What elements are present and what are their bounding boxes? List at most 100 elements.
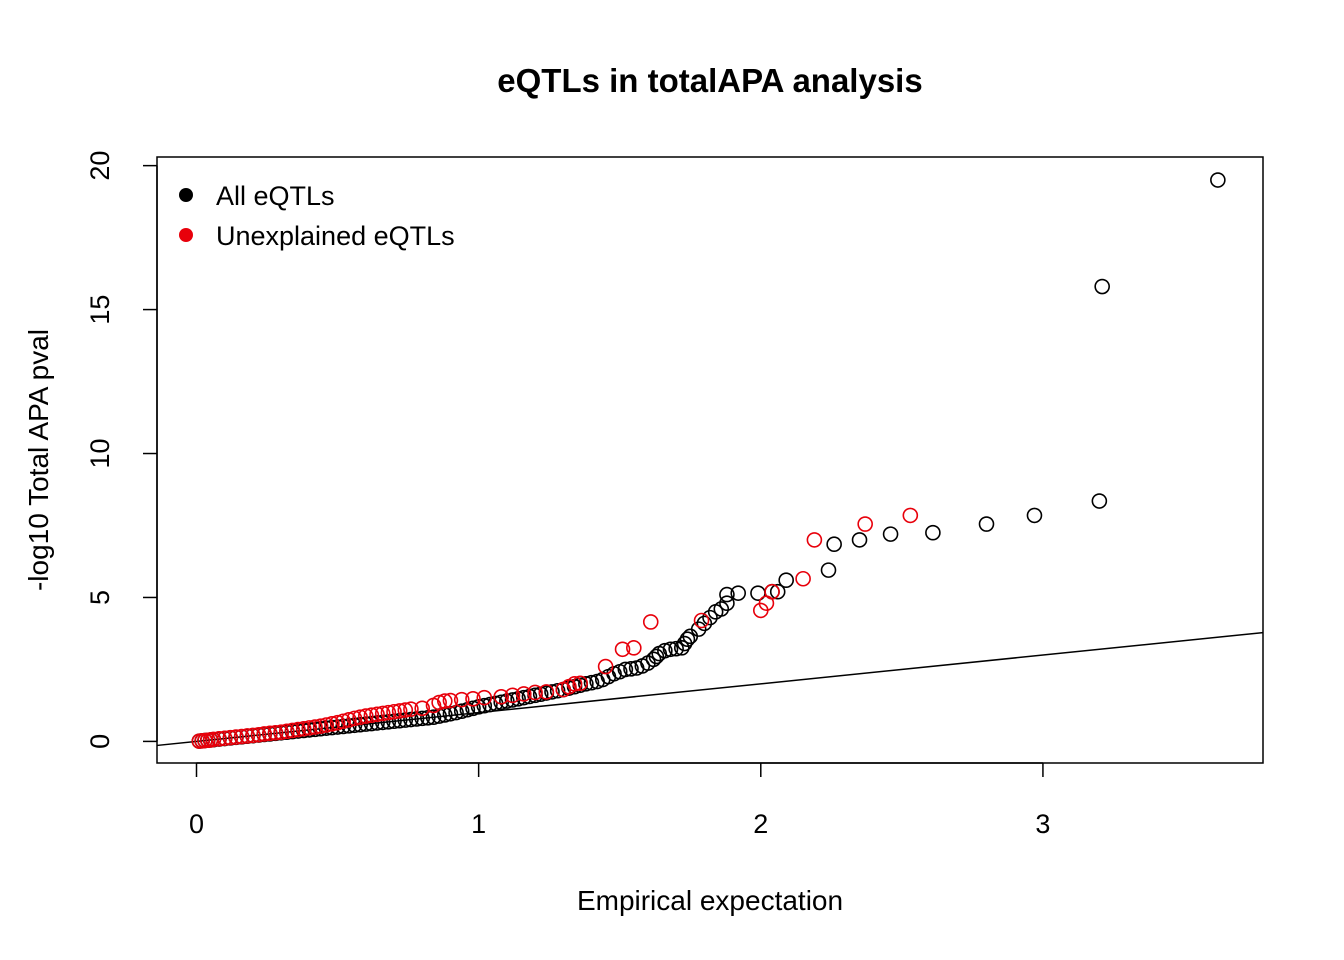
point-unexplained-eqtls xyxy=(380,704,397,721)
point-unexplained-eqtls xyxy=(273,724,289,740)
point-unexplained-eqtls xyxy=(301,720,318,736)
point-all-eqtls xyxy=(648,648,665,665)
point-all-eqtls xyxy=(673,640,690,656)
point-all-eqtls xyxy=(346,717,363,734)
point-all-eqtls xyxy=(702,609,718,626)
x-axis-label: Empirical expectation xyxy=(577,885,843,916)
point-all-eqtls xyxy=(1210,172,1226,188)
point-unexplained-eqtls xyxy=(442,692,459,709)
point-unexplained-eqtls xyxy=(764,583,780,600)
point-unexplained-eqtls xyxy=(324,716,340,732)
series-unexplained-eqtls xyxy=(191,507,919,749)
point-all-eqtls xyxy=(645,651,662,668)
point-all-eqtls xyxy=(623,661,639,677)
point-all-eqtls xyxy=(544,684,560,700)
point-unexplained-eqtls xyxy=(284,722,301,739)
point-all-eqtls xyxy=(657,642,673,659)
point-all-eqtls xyxy=(583,674,600,691)
point-unexplained-eqtls xyxy=(431,694,447,711)
legend-marker-all-eqtls xyxy=(179,188,193,202)
point-all-eqtls xyxy=(369,715,385,731)
y-tick-label: 0 xyxy=(85,734,115,749)
point-unexplained-eqtls xyxy=(239,728,256,744)
point-unexplained-eqtls xyxy=(250,726,267,743)
point-unexplained-eqtls xyxy=(369,706,385,723)
point-all-eqtls xyxy=(719,586,735,603)
y-tick-label: 10 xyxy=(85,438,115,468)
x-tick-label: 3 xyxy=(1035,809,1050,839)
point-all-eqtls xyxy=(925,524,941,541)
y-tick-label: 5 xyxy=(85,590,115,605)
point-unexplained-eqtls xyxy=(391,703,408,719)
point-unexplained-eqtls xyxy=(572,675,589,692)
point-unexplained-eqtls xyxy=(205,731,222,748)
point-unexplained-eqtls xyxy=(295,720,312,737)
point-unexplained-eqtls xyxy=(614,641,631,658)
point-unexplained-eqtls xyxy=(857,516,873,532)
point-all-eqtls xyxy=(826,536,842,553)
x-tick-label: 2 xyxy=(753,809,768,839)
point-all-eqtls xyxy=(549,682,566,699)
y-axis: 0 5 10 15 20 xyxy=(85,151,158,749)
point-unexplained-eqtls xyxy=(436,693,453,709)
point-unexplained-eqtls xyxy=(902,507,919,524)
point-unexplained-eqtls xyxy=(222,729,239,746)
point-all-eqtls xyxy=(730,585,747,601)
point-all-eqtls xyxy=(403,711,419,728)
point-all-eqtls xyxy=(778,572,794,588)
point-unexplained-eqtls xyxy=(538,684,555,700)
point-all-eqtls xyxy=(1094,278,1110,295)
point-unexplained-eqtls xyxy=(256,726,273,742)
x-axis: 0 1 2 3 xyxy=(189,762,1050,839)
point-unexplained-eqtls xyxy=(290,721,306,738)
chart-title: eQTLs in totalAPA analysis xyxy=(497,62,922,99)
point-unexplained-eqtls xyxy=(278,723,295,740)
point-all-eqtls xyxy=(978,516,995,532)
point-unexplained-eqtls xyxy=(806,532,823,548)
point-unexplained-eqtls xyxy=(566,676,583,692)
point-unexplained-eqtls xyxy=(341,712,357,728)
point-unexplained-eqtls xyxy=(626,640,642,656)
y-tick-label: 20 xyxy=(85,151,115,181)
point-unexplained-eqtls xyxy=(318,717,335,733)
point-unexplained-eqtls xyxy=(262,725,278,742)
point-unexplained-eqtls xyxy=(386,703,402,720)
x-tick-label: 0 xyxy=(189,809,204,839)
point-unexplained-eqtls xyxy=(357,708,374,724)
point-unexplained-eqtls xyxy=(453,691,470,708)
point-all-eqtls xyxy=(453,703,470,719)
point-unexplained-eqtls xyxy=(795,570,811,587)
point-unexplained-eqtls xyxy=(693,612,710,629)
point-unexplained-eqtls xyxy=(515,686,532,702)
point-all-eqtls xyxy=(578,676,594,692)
x-tick-label: 1 xyxy=(471,809,486,839)
point-all-eqtls xyxy=(696,615,713,632)
point-unexplained-eqtls xyxy=(312,718,329,734)
point-all-eqtls xyxy=(882,526,899,542)
point-unexplained-eqtls xyxy=(527,684,543,701)
point-all-eqtls xyxy=(713,601,730,617)
legend-marker-unexplained-eqtls xyxy=(179,228,193,242)
point-all-eqtls xyxy=(851,532,868,548)
point-unexplained-eqtls xyxy=(363,707,380,724)
point-unexplained-eqtls xyxy=(476,689,493,706)
point-all-eqtls xyxy=(820,562,837,578)
point-all-eqtls xyxy=(668,640,684,657)
point-unexplained-eqtls xyxy=(504,687,521,704)
point-unexplained-eqtls xyxy=(211,731,227,747)
point-all-eqtls xyxy=(425,709,442,726)
point-unexplained-eqtls xyxy=(245,727,261,744)
legend-label-all-eqtls: All eQTLs xyxy=(216,181,335,211)
point-unexplained-eqtls xyxy=(335,713,352,730)
reference-line xyxy=(156,631,1264,747)
point-unexplained-eqtls xyxy=(403,701,419,717)
point-all-eqtls xyxy=(679,631,696,648)
point-unexplained-eqtls xyxy=(346,710,363,727)
point-unexplained-eqtls xyxy=(397,702,414,718)
point-all-eqtls xyxy=(719,595,735,612)
series-all-eqtls xyxy=(191,172,1226,749)
point-all-eqtls xyxy=(465,700,481,717)
point-unexplained-eqtls xyxy=(414,700,431,717)
point-unexplained-eqtls xyxy=(352,709,368,726)
